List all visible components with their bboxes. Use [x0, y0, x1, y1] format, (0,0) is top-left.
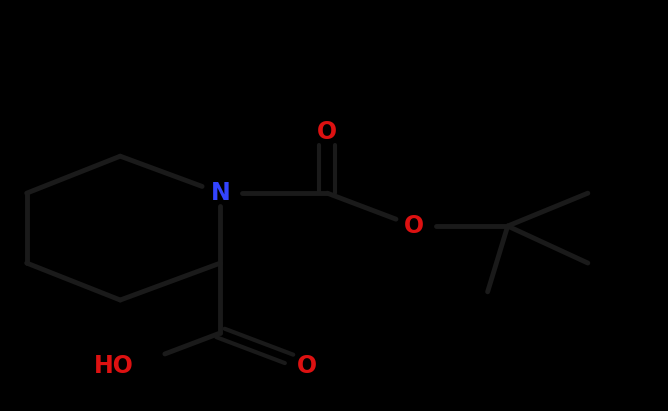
Text: HO: HO — [94, 354, 134, 378]
Text: O: O — [297, 354, 317, 378]
Text: O: O — [404, 214, 424, 238]
Text: O: O — [317, 120, 337, 143]
Text: N: N — [210, 181, 230, 205]
